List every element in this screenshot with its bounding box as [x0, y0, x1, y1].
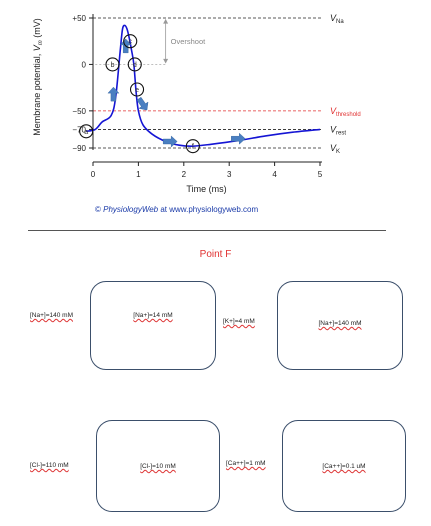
reference-label-rest: Vrest: [330, 124, 346, 136]
cell-box-label: [Cl-]=10 mM: [140, 463, 176, 470]
point-label-c: c: [128, 39, 132, 46]
point-title: Point F: [199, 249, 232, 260]
cell-box-row1-right: [Na+]=140 mM: [277, 281, 403, 370]
x-tick-label: 3: [227, 170, 232, 179]
y-tick-label: −50: [72, 107, 86, 116]
middle-label-row2: [Ca++]=1 mM: [226, 460, 266, 467]
flow-arrow-shape: [231, 132, 246, 145]
point-marker-e: [129, 82, 145, 97]
point-label-e: e: [135, 87, 139, 94]
x-tick-label: 2: [182, 170, 187, 179]
point-label-a: a: [84, 129, 88, 136]
cell-box-label: [Na+]=140 mM: [318, 320, 362, 327]
point-marker-b: [105, 57, 120, 72]
x-tick-label: 0: [91, 170, 96, 179]
point-label-b: b: [111, 62, 115, 69]
cell-box-row1-left: [Na+]=14 mM: [90, 281, 216, 370]
flow-arrow-3: [136, 96, 149, 111]
cell-box-row2-left: [Cl-]=10 mM: [96, 420, 220, 512]
y-tick-label: −90: [72, 144, 86, 153]
reference-lines: VNa Vthreshold Vrest VK Overshoot: [93, 13, 361, 155]
y-tick-label: 0: [82, 60, 87, 69]
point-marker-c: [123, 34, 138, 49]
point-marker-a: [79, 124, 94, 139]
chart-marks: a b c d e f: [79, 34, 246, 154]
overshoot-label: Overshoot: [171, 37, 207, 46]
cell-box-label: [Ca++]=0.1 uM: [322, 463, 366, 470]
flow-arrow-shape: [107, 86, 120, 102]
flow-arrow-1: [107, 86, 120, 102]
reference-label-Na: VNa: [330, 13, 344, 25]
x-tick-label: 1: [136, 170, 141, 179]
y-axis-label: Membrane potential, Vm (mV): [32, 18, 44, 136]
flow-arrow-shape: [162, 135, 178, 148]
x-tick-label: 4: [272, 170, 277, 179]
reference-label-K: VK: [330, 143, 340, 155]
y-tick-label: +50: [72, 14, 86, 23]
cell-box-label: [Na+]=14 mM: [133, 312, 173, 319]
outside-label-row1: [Na+]=140 mM: [30, 312, 73, 319]
flow-arrow-shape: [136, 96, 149, 111]
credit-brand: PhysiologyWeb: [103, 205, 159, 214]
outside-label-row2: [Cl-]=110 mM: [30, 462, 69, 469]
flow-arrow-4: [162, 135, 178, 148]
point-marker-d: [127, 57, 142, 72]
point-label-f: f: [192, 144, 194, 151]
x-axis-label: Time (ms): [186, 184, 226, 194]
x-tick-label: 5: [318, 170, 323, 179]
point-marker-f: [185, 139, 200, 154]
credit-line: © PhysiologyWeb at www.physiologyweb.com: [95, 205, 259, 214]
overshoot-arrow-top: [163, 18, 169, 24]
section-divider: [28, 230, 386, 231]
point-label-d: d: [133, 62, 137, 69]
reference-label-threshold: Vthreshold: [330, 106, 361, 118]
overshoot-arrow-bottom: [163, 58, 169, 64]
middle-label-row1: [K+]=4 mM: [223, 318, 255, 325]
flow-arrow-5: [231, 132, 246, 145]
cell-box-row2-right: [Ca++]=0.1 uM: [282, 420, 406, 512]
